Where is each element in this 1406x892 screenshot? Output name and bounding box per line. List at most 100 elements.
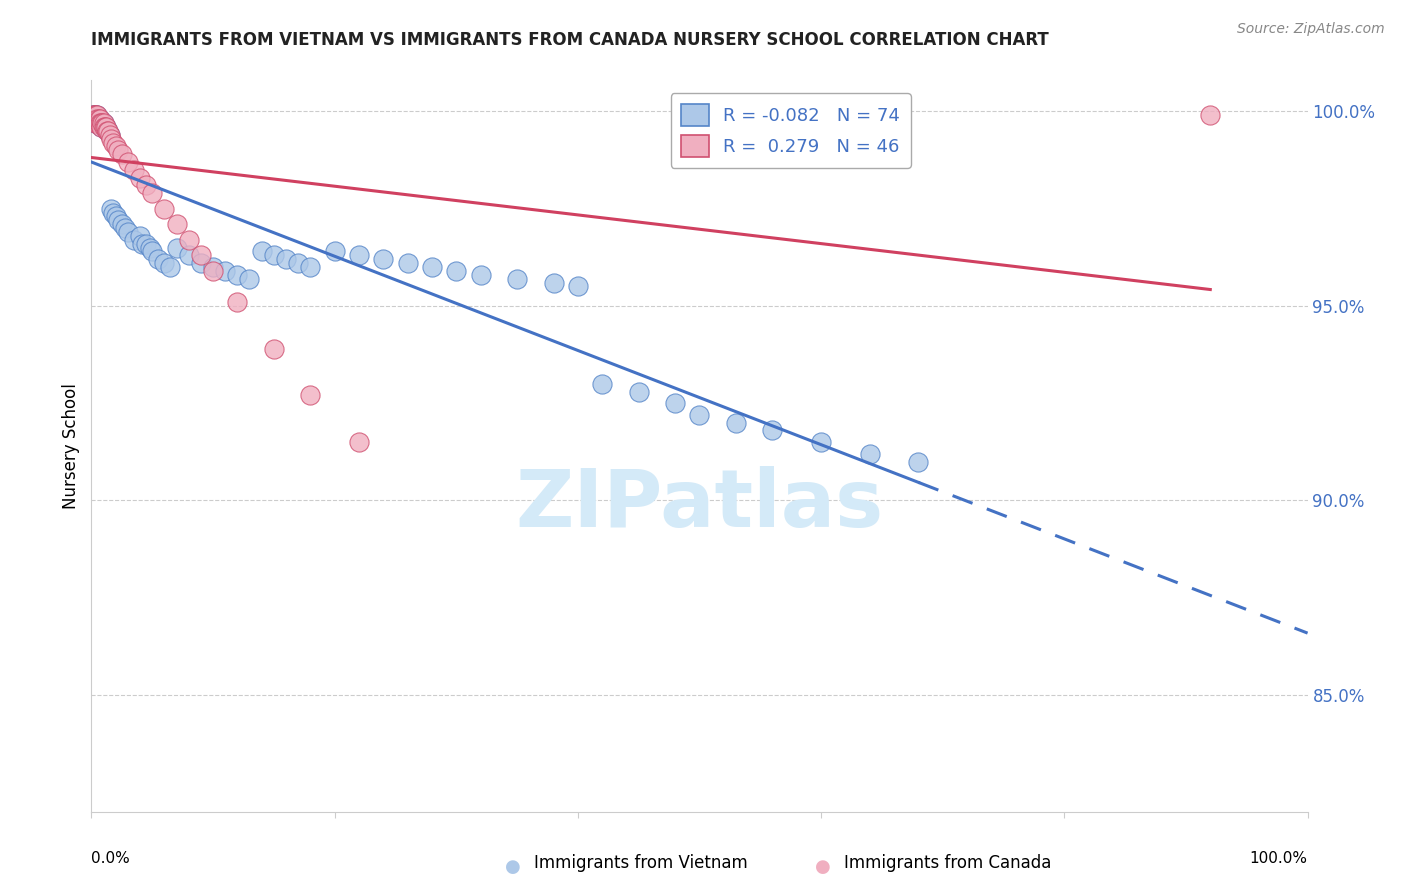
Text: Source: ZipAtlas.com: Source: ZipAtlas.com xyxy=(1237,22,1385,37)
Point xyxy=(87,116,110,130)
Point xyxy=(131,236,153,251)
Point xyxy=(86,112,108,127)
Point xyxy=(347,248,370,262)
Point xyxy=(135,178,157,193)
Point xyxy=(190,248,212,262)
Point xyxy=(238,271,260,285)
Point xyxy=(82,112,104,127)
Point xyxy=(86,108,108,122)
Point xyxy=(129,170,152,185)
Point xyxy=(153,256,176,270)
Point xyxy=(117,155,139,169)
Legend: R = -0.082   N = 74, R =  0.279   N = 46: R = -0.082 N = 74, R = 0.279 N = 46 xyxy=(671,93,911,168)
Point xyxy=(177,233,200,247)
Point xyxy=(1199,108,1222,122)
Point xyxy=(82,108,104,122)
Point xyxy=(396,256,419,270)
Point xyxy=(84,108,107,122)
Point xyxy=(84,108,107,122)
Point xyxy=(470,268,492,282)
Point xyxy=(87,116,110,130)
Point xyxy=(94,120,117,134)
Point xyxy=(287,256,309,270)
Y-axis label: Nursery School: Nursery School xyxy=(62,383,80,509)
Point xyxy=(90,116,112,130)
Point xyxy=(567,279,589,293)
Point xyxy=(89,112,111,127)
Point xyxy=(93,116,115,130)
Point xyxy=(859,447,882,461)
Point xyxy=(141,186,163,200)
Point xyxy=(226,295,249,310)
Point xyxy=(141,244,163,259)
Point xyxy=(166,241,188,255)
Text: ●: ● xyxy=(505,858,522,876)
Point xyxy=(274,252,297,267)
Point xyxy=(84,112,107,127)
Text: ZIPatlas: ZIPatlas xyxy=(516,466,883,543)
Point xyxy=(148,252,170,267)
Point xyxy=(87,112,110,127)
Point xyxy=(166,217,188,231)
Point xyxy=(94,120,117,134)
Point xyxy=(86,116,108,130)
Point xyxy=(122,233,145,247)
Text: 100.0%: 100.0% xyxy=(1250,851,1308,865)
Point xyxy=(84,108,107,122)
Point xyxy=(103,205,125,219)
Point xyxy=(98,128,121,142)
Point xyxy=(93,120,115,134)
Point xyxy=(263,248,285,262)
Point xyxy=(84,116,107,130)
Point xyxy=(135,236,157,251)
Point xyxy=(82,108,104,122)
Point xyxy=(84,112,107,127)
Point xyxy=(159,260,181,274)
Point xyxy=(94,120,117,134)
Point xyxy=(91,116,114,130)
Point xyxy=(90,120,112,134)
Point xyxy=(107,144,129,158)
Point xyxy=(84,112,107,127)
Point xyxy=(250,244,273,259)
Point xyxy=(98,128,121,142)
Point xyxy=(83,108,105,122)
Point xyxy=(299,260,322,274)
Point xyxy=(91,116,114,130)
Text: IMMIGRANTS FROM VIETNAM VS IMMIGRANTS FROM CANADA NURSERY SCHOOL CORRELATION CHA: IMMIGRANTS FROM VIETNAM VS IMMIGRANTS FR… xyxy=(91,31,1049,49)
Point xyxy=(86,116,108,130)
Point xyxy=(89,112,111,127)
Point xyxy=(82,112,104,127)
Point xyxy=(129,228,152,243)
Point xyxy=(84,112,107,127)
Point xyxy=(90,116,112,130)
Point xyxy=(444,264,467,278)
Point xyxy=(627,384,650,399)
Point xyxy=(86,108,108,122)
Point xyxy=(724,416,747,430)
Point xyxy=(104,139,127,153)
Point xyxy=(664,396,686,410)
Point xyxy=(111,217,134,231)
Point xyxy=(226,268,249,282)
Point xyxy=(84,108,107,122)
Point xyxy=(93,116,115,130)
Point xyxy=(111,147,134,161)
Point xyxy=(117,225,139,239)
Point xyxy=(94,120,117,134)
Text: Immigrants from Vietnam: Immigrants from Vietnam xyxy=(534,855,748,872)
Point xyxy=(107,213,129,227)
Point xyxy=(263,342,285,356)
Point xyxy=(202,260,225,274)
Point xyxy=(83,112,105,127)
Point xyxy=(89,116,111,130)
Point xyxy=(347,435,370,450)
Point xyxy=(761,424,783,438)
Point xyxy=(373,252,395,267)
Point xyxy=(202,264,225,278)
Point xyxy=(114,221,136,235)
Point xyxy=(214,264,236,278)
Point xyxy=(83,108,105,122)
Point xyxy=(190,256,212,270)
Point xyxy=(907,454,929,468)
